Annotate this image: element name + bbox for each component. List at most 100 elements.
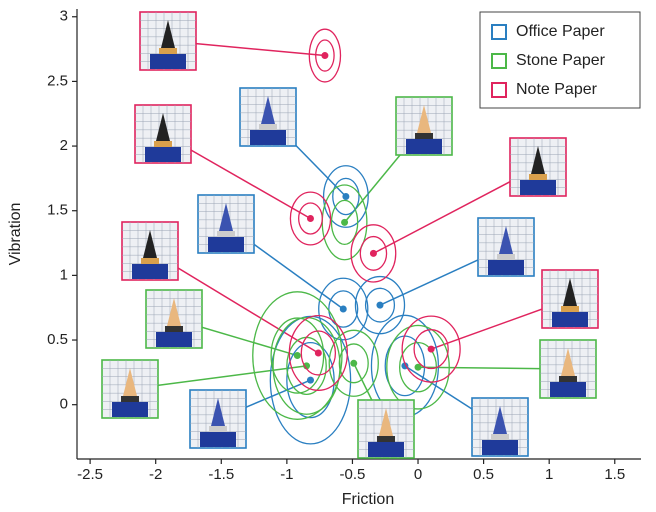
y-tick-label: 1 <box>60 266 68 283</box>
pen-tip <box>378 408 394 440</box>
thumbnail <box>395 96 453 156</box>
pen-base <box>250 130 286 145</box>
pen-band <box>497 254 515 260</box>
pen-base <box>112 402 148 417</box>
legend-label: Office Paper <box>516 23 605 40</box>
thumbnail <box>477 217 535 277</box>
cluster-ellipse <box>315 39 335 72</box>
cluster-mean <box>303 362 311 370</box>
pen-band <box>529 174 547 180</box>
legend-label: Note Paper <box>516 81 598 98</box>
pen-base <box>550 382 586 397</box>
y-tick-label: 3 <box>60 8 68 25</box>
pen-base <box>482 440 518 455</box>
pen-base <box>208 237 244 252</box>
cluster-mean <box>369 249 377 257</box>
cluster-ellipse-outer <box>401 315 461 383</box>
y-tick-label: 0.5 <box>47 331 68 348</box>
x-tick-label: -1 <box>280 466 293 483</box>
pen-tip <box>122 368 138 400</box>
thumbnail-layer <box>101 11 599 459</box>
pen-band <box>217 231 235 237</box>
cluster-mean <box>414 363 422 371</box>
cluster-ellipse-outer <box>288 314 348 391</box>
x-tick-label: 1.5 <box>604 466 625 483</box>
cluster-mean <box>339 305 347 313</box>
pen-base <box>156 332 192 347</box>
pen-band <box>154 141 172 147</box>
pen-band <box>209 426 227 432</box>
thumbnail <box>121 221 179 281</box>
y-tick-label: 2 <box>60 137 68 154</box>
y-tick-label: 1.5 <box>47 202 68 219</box>
cluster-ellipse-outer <box>252 291 343 420</box>
pen-base <box>552 312 588 327</box>
pen-tip <box>498 226 514 258</box>
cluster-ellipse-outer <box>328 329 379 397</box>
pen-base <box>406 139 442 154</box>
cluster-ellipse-outer <box>308 28 342 83</box>
y-axis-label: Vibration <box>7 203 24 266</box>
thumbnail <box>539 339 597 399</box>
cluster-layer <box>252 28 461 445</box>
thumbnail <box>357 399 415 459</box>
cluster-mean <box>376 301 384 309</box>
pen-base <box>488 260 524 275</box>
pen-band <box>259 124 277 130</box>
legend-swatch <box>491 53 507 69</box>
thumbnail <box>101 359 159 419</box>
y-tick-label: 2.5 <box>47 72 68 89</box>
cluster-mean <box>321 52 329 60</box>
pen-band <box>491 434 509 440</box>
legend-label: Stone Paper <box>516 52 606 69</box>
thumbnail <box>189 389 247 449</box>
pen-base <box>520 180 556 195</box>
legend-swatch <box>491 82 507 98</box>
cluster-mean <box>350 359 358 367</box>
legend-swatch <box>491 24 507 40</box>
pen-tip <box>142 230 158 262</box>
pen-base <box>368 442 404 457</box>
cluster-ellipse <box>359 235 388 271</box>
thumbnail <box>509 137 567 197</box>
thumbnail <box>239 87 297 147</box>
cluster-mean <box>342 193 350 200</box>
thumbnail <box>139 11 197 71</box>
pen-base <box>150 54 186 69</box>
pen-base <box>132 264 168 279</box>
cluster-ellipse <box>270 317 325 394</box>
cluster-ellipse-outer <box>289 191 332 246</box>
x-tick-label: -2.5 <box>77 466 103 483</box>
cluster-ellipse <box>330 199 359 245</box>
x-tick-label: -0.5 <box>340 466 366 483</box>
pen-base <box>145 147 181 162</box>
pen-band <box>415 133 433 139</box>
thumbnail <box>541 269 599 329</box>
pen-tip <box>416 105 432 137</box>
thumbnail <box>145 289 203 349</box>
pen-band <box>165 326 183 332</box>
pen-tip <box>218 203 234 235</box>
cluster-ellipse-outer <box>350 224 397 283</box>
cluster-mean <box>293 352 301 360</box>
cluster-ellipse-outer <box>386 324 450 410</box>
pen-tip <box>166 298 182 330</box>
cluster-ellipse <box>364 287 396 323</box>
cluster-ellipse-outer <box>272 316 341 415</box>
pen-band <box>377 436 395 442</box>
pen-tip <box>530 146 546 178</box>
pen-band <box>141 258 159 264</box>
cluster-ellipse <box>286 341 335 419</box>
pen-tip <box>492 406 508 438</box>
x-tick-label: -1.5 <box>208 466 234 483</box>
x-tick-label: 0.5 <box>473 466 494 483</box>
pen-tip <box>210 398 226 430</box>
cluster-ellipse <box>328 290 359 328</box>
pen-tip <box>560 348 576 380</box>
cluster-ellipse-outer <box>318 277 369 341</box>
cluster-mean <box>306 214 314 222</box>
pen-tip <box>160 20 176 52</box>
cluster-ellipse <box>300 330 337 376</box>
cluster-mean <box>427 345 435 353</box>
